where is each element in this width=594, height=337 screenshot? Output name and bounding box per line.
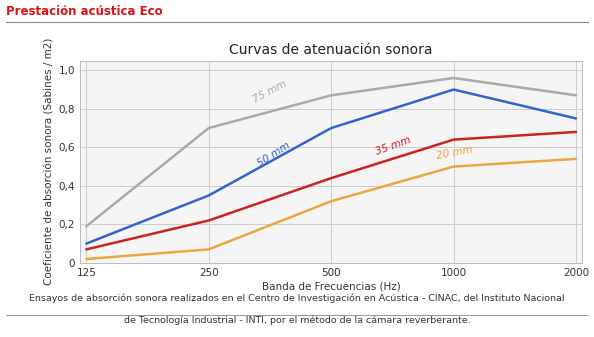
Text: 35 mm: 35 mm xyxy=(374,135,412,157)
Text: Ensayos de absorción sonora realizados en el Centro de Investigación en Acústica: Ensayos de absorción sonora realizados e… xyxy=(29,294,565,303)
Text: 50 mm: 50 mm xyxy=(255,140,292,168)
Text: 75 mm: 75 mm xyxy=(252,79,289,105)
Title: Curvas de atenuación sonora: Curvas de atenuación sonora xyxy=(229,43,433,57)
Text: 20 mm: 20 mm xyxy=(435,145,473,161)
X-axis label: Banda de Frecuencias (Hz): Banda de Frecuencias (Hz) xyxy=(262,282,400,292)
Text: de Tecnología Industrial - INTI, por el método de la cámara reverberante.: de Tecnología Industrial - INTI, por el … xyxy=(124,316,470,325)
Y-axis label: Coeficiente de absorción sonora (Sabines / m2): Coeficiente de absorción sonora (Sabines… xyxy=(45,38,55,285)
Text: Prestación acústica Eco: Prestación acústica Eco xyxy=(6,5,163,18)
